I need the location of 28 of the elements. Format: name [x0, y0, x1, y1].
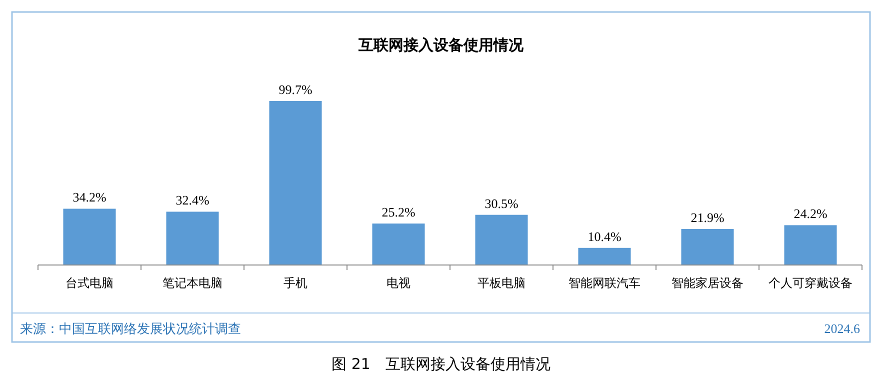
- data-label: 34.2%: [72, 190, 106, 205]
- data-label: 99.7%: [278, 82, 312, 97]
- x-tick-label: 个人可穿戴设备: [768, 276, 852, 290]
- data-label: 24.2%: [794, 206, 828, 222]
- data-label: 10.4%: [588, 228, 622, 244]
- bar: [372, 224, 425, 265]
- bar: [475, 214, 528, 265]
- bar: [784, 225, 837, 265]
- data-label: 32.4%: [176, 192, 210, 208]
- chart-title: 互联网接入设备使用情况: [358, 36, 524, 54]
- x-tick-label: 平板电脑: [478, 276, 526, 290]
- bar: [166, 212, 219, 265]
- bar: [681, 228, 734, 265]
- text: 2024.6: [824, 321, 860, 336]
- x-tick-label: 手机: [284, 276, 308, 290]
- data-label: 30.5%: [484, 196, 518, 211]
- source-note: 来源：中国互联网络发展状况统计调查: [20, 322, 241, 337]
- data-label: 25.2%: [382, 204, 416, 220]
- x-tick-label: 电视: [386, 276, 410, 290]
- x-tick-label: 台式电脑: [66, 276, 114, 290]
- x-tick-label: 笔记本电脑: [162, 276, 222, 290]
- caption: 图 21 互联网接入设备使用情况: [332, 355, 550, 373]
- x-tick-label: 智能网联汽车: [568, 276, 640, 290]
- bar: [269, 101, 322, 265]
- bar: [578, 248, 631, 265]
- data-label: 21.9%: [690, 210, 724, 225]
- x-tick-label: 智能家居设备: [672, 276, 744, 290]
- bar: [63, 208, 116, 265]
